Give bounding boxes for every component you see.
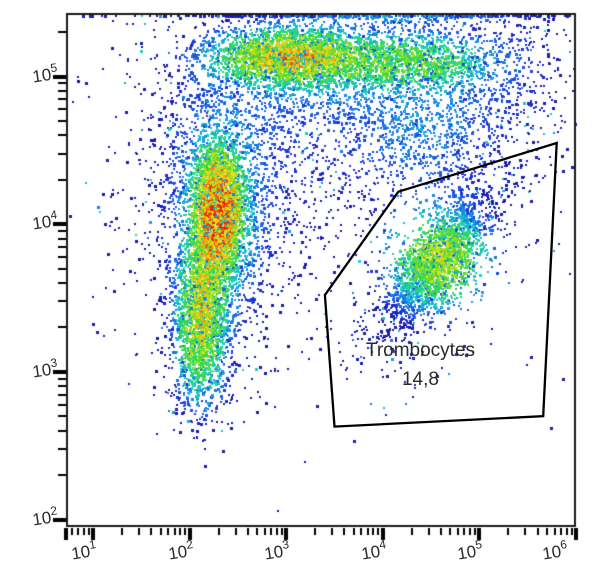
x-tick-label-10e4: 104 (359, 537, 387, 564)
gate-label[interactable]: Trombocytes 14,8 (366, 336, 475, 394)
x-tick-label-10e2: 102 (166, 537, 194, 564)
x-tick-label-10e3: 103 (263, 537, 291, 564)
gate-percentage: 14,8 (401, 368, 439, 390)
gate-name: Trombocytes (365, 339, 476, 361)
x-tick-label-10e6: 106 (540, 537, 568, 564)
x-tick-label-10e1: 101 (70, 537, 97, 564)
trombocytes-gate-polygon[interactable] (323, 141, 558, 428)
x-tick-label-10e5: 105 (456, 537, 484, 564)
